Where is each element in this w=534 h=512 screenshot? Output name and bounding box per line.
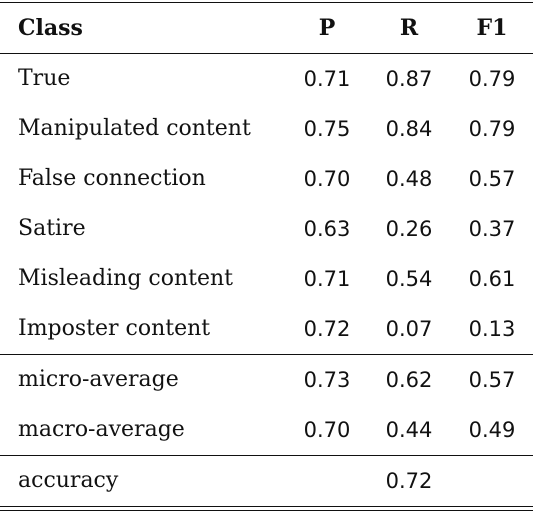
class-cell: Manipulated content [18, 116, 251, 141]
precision-cell: 0.63 [303, 216, 351, 241]
header-f1: F1 [476, 15, 508, 41]
header-rule [0, 53, 533, 54]
class-cell: macro-average [18, 417, 185, 442]
top-rule [0, 2, 533, 3]
table-row: Misleading content 0.71 0.54 0.61 [0, 254, 533, 304]
f1-cell: 0.37 [468, 216, 516, 241]
precision-cell: 0.71 [303, 266, 351, 291]
precision-cell: 0.70 [303, 417, 351, 442]
class-cell: Imposter content [18, 316, 211, 341]
f1-cell: 0.57 [468, 367, 516, 392]
recall-cell: 0.72 [385, 468, 433, 493]
recall-cell: 0.54 [385, 266, 433, 291]
precision-cell: 0.72 [303, 316, 351, 341]
header-r: R [399, 15, 419, 41]
class-cell: accuracy [18, 468, 119, 493]
recall-cell: 0.26 [385, 216, 433, 241]
header-row: Class P R F1 [0, 3, 533, 53]
table-row: Satire 0.63 0.26 0.37 [0, 204, 533, 254]
recall-cell: 0.62 [385, 367, 433, 392]
f1-cell: 0.57 [468, 166, 516, 191]
class-cell: Satire [18, 216, 86, 241]
section-rule [0, 354, 533, 355]
recall-cell: 0.07 [385, 316, 433, 341]
f1-cell: 0.79 [468, 66, 516, 91]
table-row: micro-average 0.73 0.62 0.57 [0, 355, 533, 405]
header-class: Class [18, 15, 83, 41]
accuracy-row: accuracy 0.72 [0, 456, 533, 506]
class-cell: True [18, 66, 71, 91]
bottom-rule [0, 506, 533, 507]
class-cell: Misleading content [18, 266, 233, 291]
table-row: Manipulated content 0.75 0.84 0.79 [0, 104, 533, 154]
f1-cell: 0.49 [468, 417, 516, 442]
f1-cell: 0.61 [468, 266, 516, 291]
table-row: False connection 0.70 0.48 0.57 [0, 154, 533, 204]
precision-cell: 0.70 [303, 166, 351, 191]
bottom-rule [0, 510, 533, 511]
section-rule [0, 455, 533, 456]
precision-cell: 0.75 [303, 116, 351, 141]
recall-cell: 0.48 [385, 166, 433, 191]
f1-cell: 0.13 [468, 316, 516, 341]
header-p: P [318, 15, 336, 41]
table-row: True 0.71 0.87 0.79 [0, 54, 533, 104]
recall-cell: 0.44 [385, 417, 433, 442]
table-row: macro-average 0.70 0.44 0.49 [0, 405, 533, 455]
precision-cell: 0.73 [303, 367, 351, 392]
recall-cell: 0.87 [385, 66, 433, 91]
table-row: Imposter content 0.72 0.07 0.13 [0, 304, 533, 354]
class-cell: micro-average [18, 367, 179, 392]
class-cell: False connection [18, 166, 206, 191]
precision-cell: 0.71 [303, 66, 351, 91]
recall-cell: 0.84 [385, 116, 433, 141]
f1-cell: 0.79 [468, 116, 516, 141]
